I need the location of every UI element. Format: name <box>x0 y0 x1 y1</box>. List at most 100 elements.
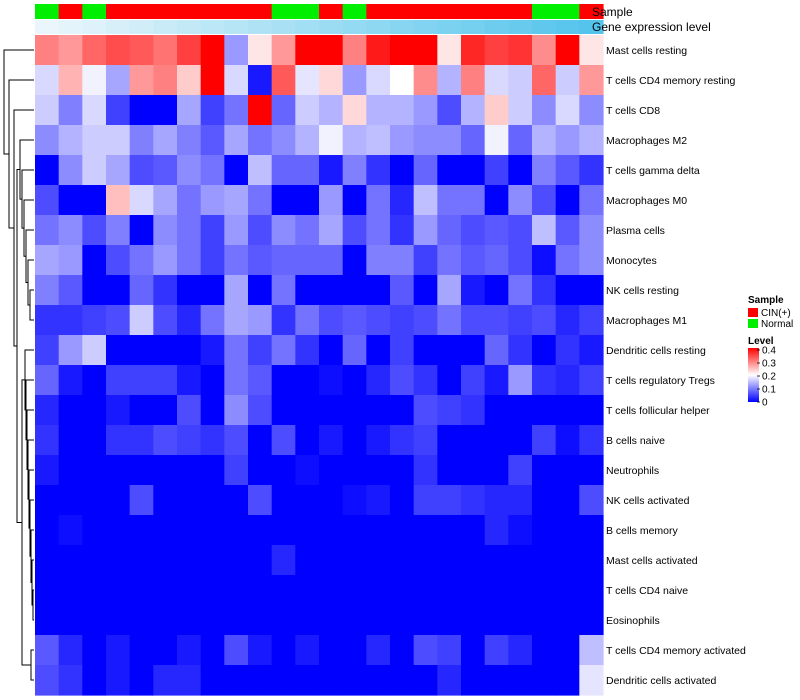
heatmap-cell <box>319 395 344 426</box>
heatmap-cell <box>508 125 533 156</box>
heatmap-cell <box>484 155 509 186</box>
heatmap-cell <box>82 425 107 456</box>
heatmap-cell <box>484 95 509 126</box>
heatmap-cell <box>342 245 367 276</box>
row-label: Monocytes <box>606 255 657 267</box>
heatmap-cell <box>82 215 107 246</box>
heatmap-cell <box>153 335 178 366</box>
heatmap-cell <box>342 665 367 696</box>
heatmap-cell <box>579 95 604 126</box>
heatmap-cell <box>106 215 131 246</box>
expression-annotation-cell <box>82 20 107 34</box>
heatmap-cell <box>532 665 557 696</box>
heatmap-cell <box>390 545 415 576</box>
legend-sample-title: Sample <box>748 295 784 306</box>
sample-annotation-cell <box>319 4 344 19</box>
heatmap-cell <box>248 635 273 666</box>
heatmap-cell <box>35 335 60 366</box>
heatmap-cell <box>555 455 580 486</box>
heatmap-cell <box>532 95 557 126</box>
heatmap-cell <box>129 485 154 516</box>
heatmap-cell <box>532 185 557 216</box>
heatmap-cell <box>224 605 249 636</box>
heatmap-cell <box>224 395 249 426</box>
heatmap-cell <box>200 575 225 606</box>
heatmap-cell <box>200 35 225 66</box>
heatmap-cell <box>390 425 415 456</box>
heatmap-cell <box>271 575 296 606</box>
expression-annotation-cell <box>248 20 273 34</box>
heatmap-cell <box>555 575 580 606</box>
heatmap-cell <box>413 425 438 456</box>
heatmap-cell <box>82 65 107 96</box>
sample-annotation-cell <box>106 4 131 19</box>
heatmap-cell <box>271 635 296 666</box>
heatmap-cell <box>555 275 580 306</box>
heatmap-cell <box>461 245 486 276</box>
heatmap-cell <box>271 425 296 456</box>
heatmap-cell <box>484 335 509 366</box>
heatmap-cell <box>106 515 131 546</box>
heatmap-cell <box>177 545 202 576</box>
heatmap-cell <box>200 65 225 96</box>
heatmap-cell <box>200 635 225 666</box>
heatmap-cell <box>129 515 154 546</box>
heatmap-cell <box>129 125 154 156</box>
heatmap-cell <box>35 485 60 516</box>
heatmap-cell <box>484 245 509 276</box>
heatmap-cell <box>366 575 391 606</box>
row-label: Neutrophils <box>606 465 659 477</box>
expression-annotation-label: Gene expression level <box>592 20 711 34</box>
heatmap-cell <box>319 155 344 186</box>
heatmap-cell <box>153 275 178 306</box>
heatmap-cell <box>532 395 557 426</box>
heatmap-cell <box>35 275 60 306</box>
heatmap-cell <box>579 545 604 576</box>
heatmap-cell <box>390 125 415 156</box>
heatmap-cell <box>295 305 320 336</box>
heatmap-cell <box>248 275 273 306</box>
heatmap-cell <box>35 65 60 96</box>
heatmap-cell <box>555 65 580 96</box>
heatmap-cell <box>295 485 320 516</box>
heatmap-cell <box>35 635 60 666</box>
heatmap-cell <box>532 125 557 156</box>
heatmap-cell <box>82 515 107 546</box>
heatmap-cell <box>579 185 604 216</box>
heatmap-cell <box>461 545 486 576</box>
heatmap-cell <box>532 365 557 396</box>
heatmap-cell <box>153 425 178 456</box>
expression-annotation-cell <box>437 20 462 34</box>
heatmap-cell <box>390 155 415 186</box>
heatmap-cell <box>319 635 344 666</box>
sample-annotation-cell <box>153 4 178 19</box>
heatmap-cell <box>224 185 249 216</box>
heatmap-cell <box>129 35 154 66</box>
heatmap-cell <box>177 485 202 516</box>
heatmap-cell <box>106 125 131 156</box>
sample-annotation-cell <box>58 4 83 19</box>
heatmap-cell <box>484 485 509 516</box>
legend-level-gradient <box>748 348 759 402</box>
heatmap-cell <box>248 395 273 426</box>
expression-annotation-cell <box>129 20 154 34</box>
heatmap-cell <box>579 65 604 96</box>
heatmap-cell <box>248 605 273 636</box>
heatmap-cell <box>106 365 131 396</box>
expression-annotation-cell <box>271 20 296 34</box>
dendrogram-branch <box>32 589 34 621</box>
heatmap-cell <box>248 35 273 66</box>
heatmap-cell <box>437 485 462 516</box>
heatmap-cell <box>224 425 249 456</box>
legend-level-ticks: 0.4 0.3 0.2 0.1 0 <box>757 346 776 409</box>
row-label: B cells naive <box>606 435 665 447</box>
heatmap-cell <box>532 575 557 606</box>
heatmap-cell <box>200 365 225 396</box>
heatmap-cell <box>390 575 415 606</box>
heatmap-cell <box>295 215 320 246</box>
heatmap-cell <box>366 605 391 636</box>
heatmap-cell <box>106 35 131 66</box>
heatmap-cell <box>200 275 225 306</box>
heatmap-cell <box>319 305 344 336</box>
heatmap-cell <box>200 455 225 486</box>
